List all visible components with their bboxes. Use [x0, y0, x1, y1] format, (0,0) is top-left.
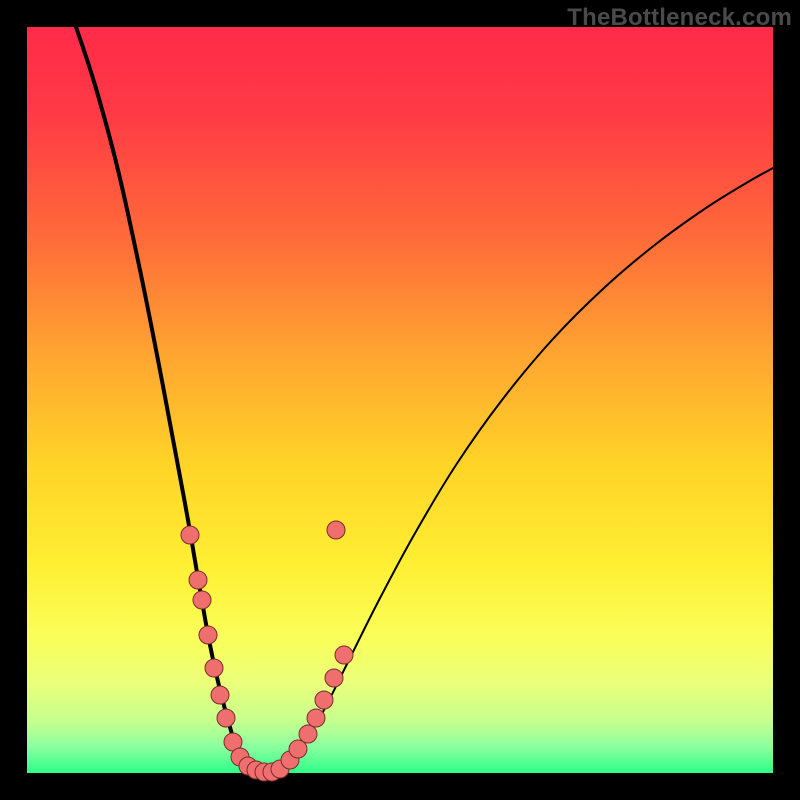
data-dots — [181, 521, 353, 781]
data-dot — [205, 659, 223, 677]
data-dot — [211, 686, 229, 704]
data-dot — [193, 591, 211, 609]
watermark-text: TheBottleneck.com — [567, 4, 792, 32]
chart-canvas: TheBottleneck.com — [0, 0, 800, 800]
data-dot — [189, 571, 207, 589]
data-dot — [299, 725, 317, 743]
data-dot — [181, 526, 199, 544]
chart-svg — [0, 0, 800, 800]
data-dot — [199, 626, 217, 644]
data-dot — [307, 709, 325, 727]
data-dot — [217, 709, 235, 727]
data-dot — [325, 669, 343, 687]
data-dot — [327, 521, 345, 539]
left-curve — [76, 27, 264, 772]
data-dot — [315, 691, 333, 709]
data-dot — [335, 646, 353, 664]
